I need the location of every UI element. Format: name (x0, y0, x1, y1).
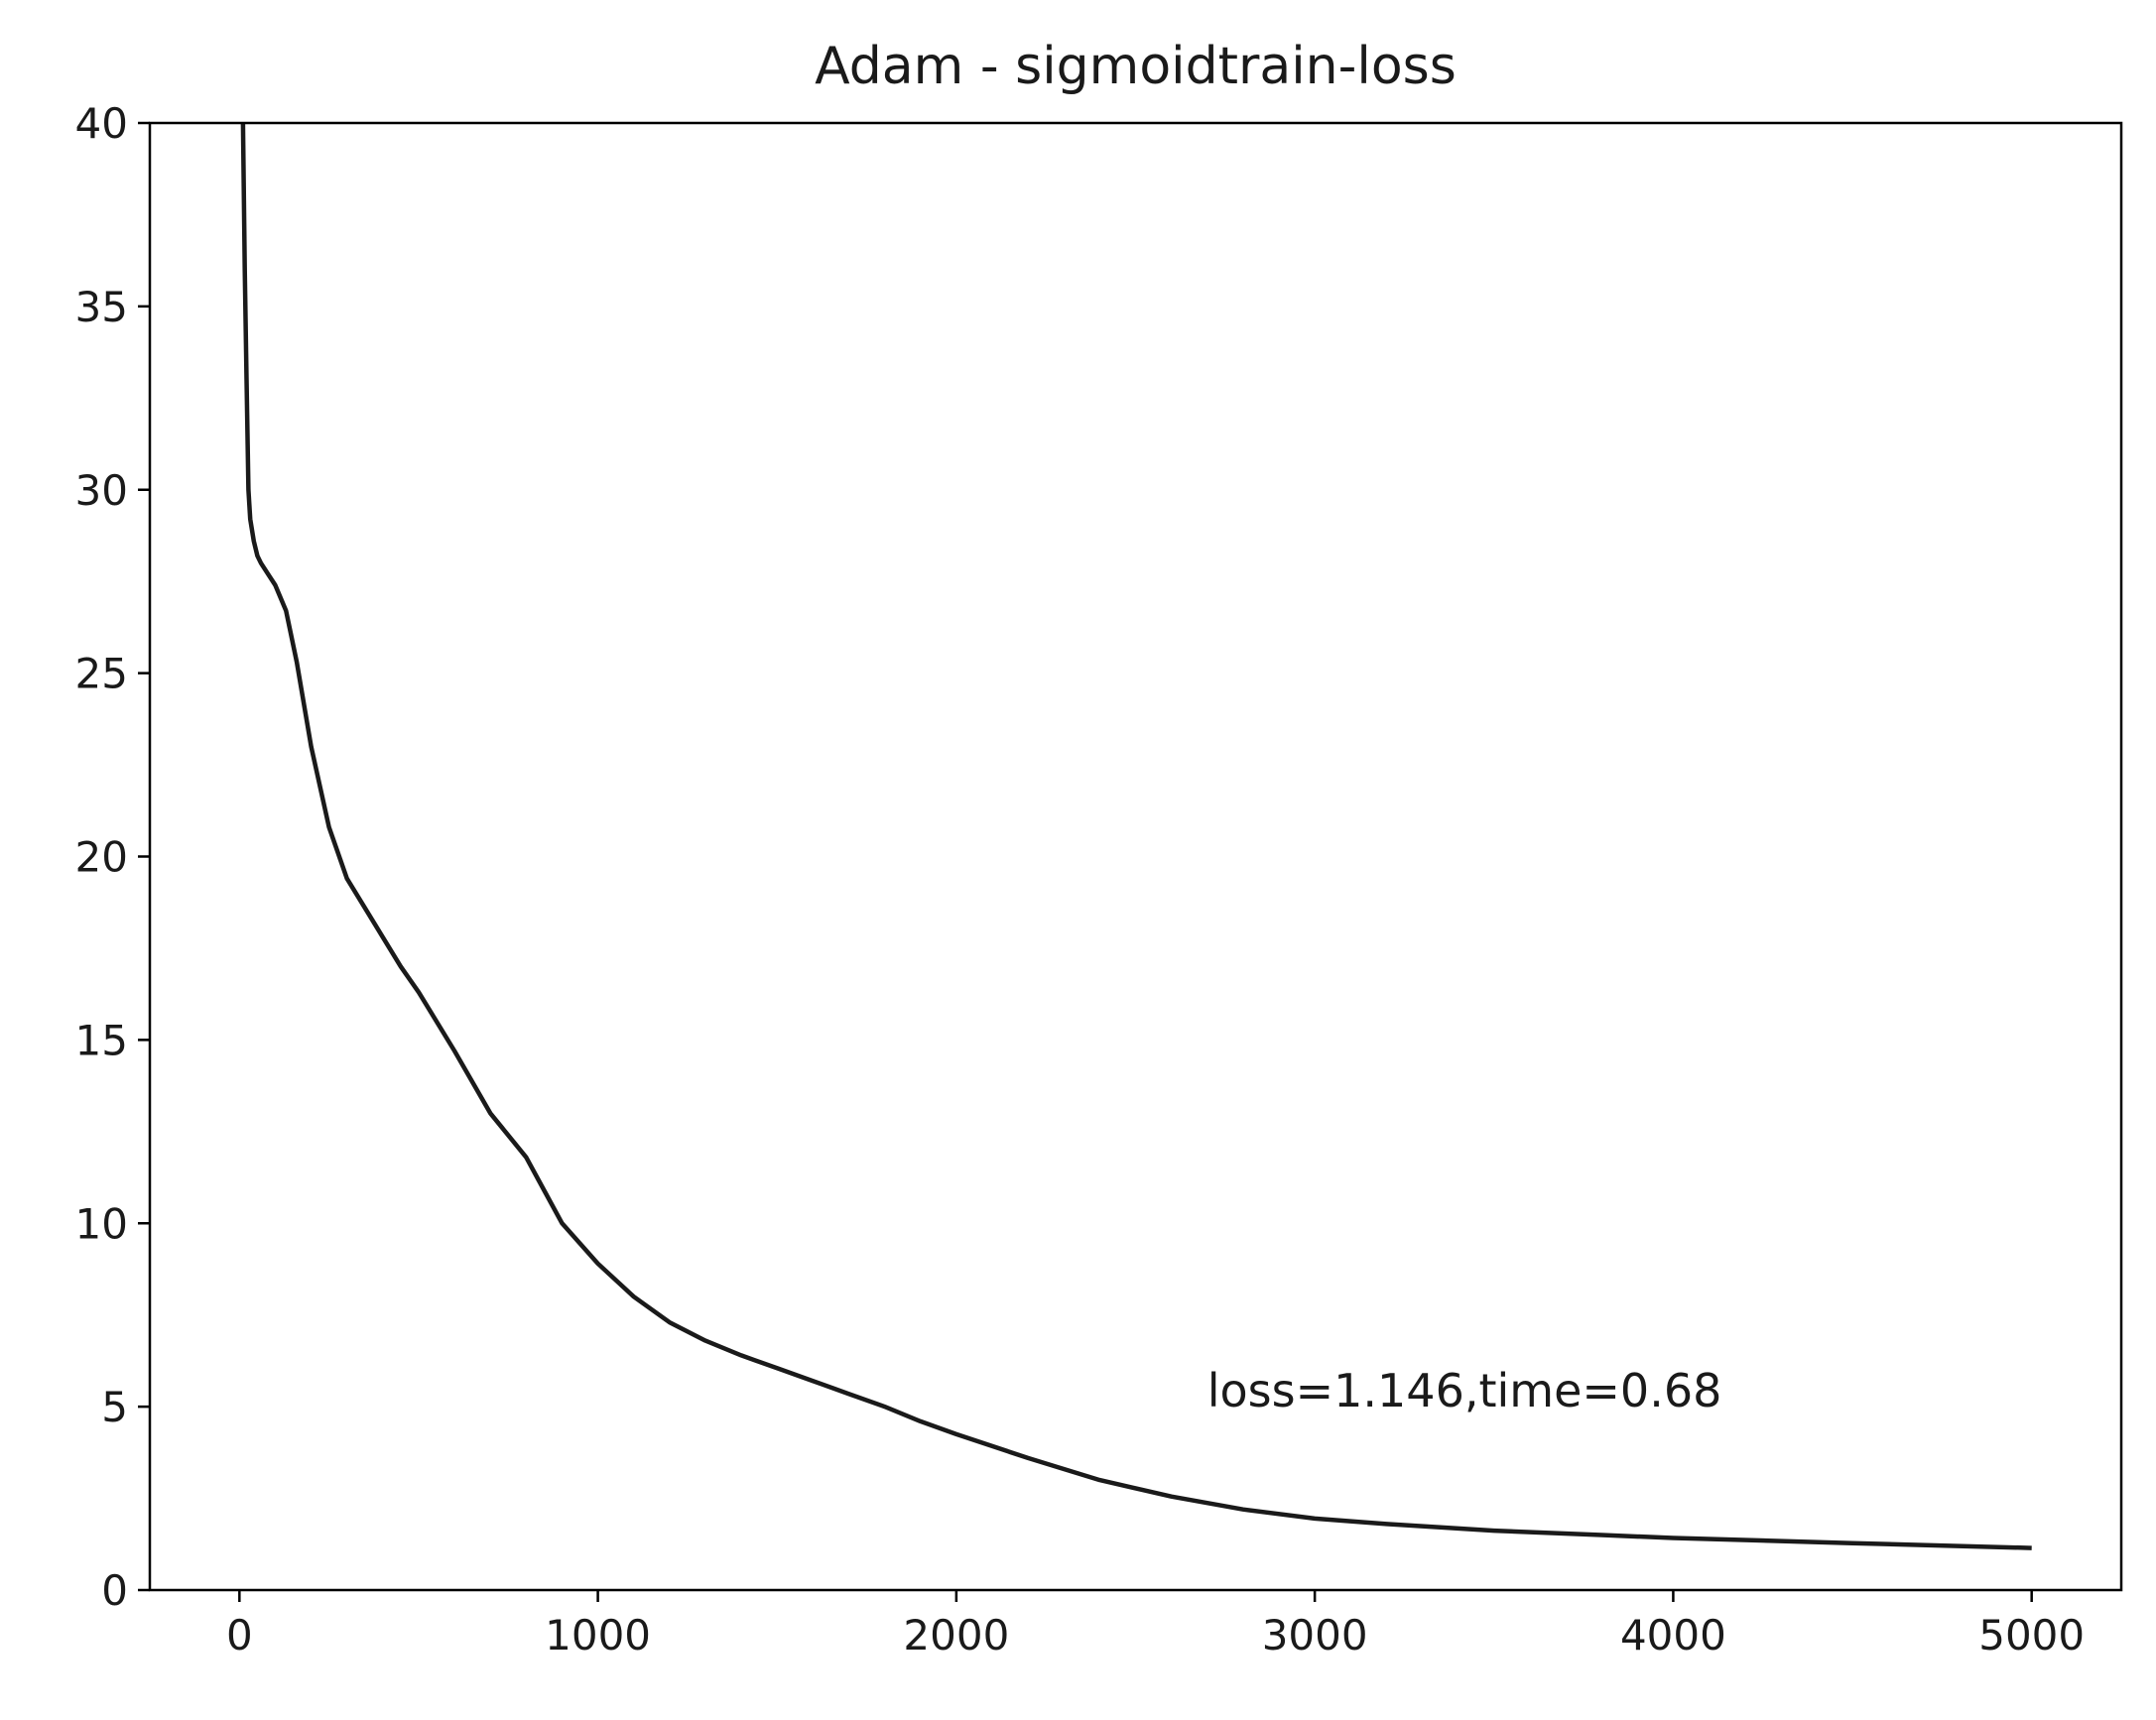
x-tick-label: 4000 (1620, 1611, 1726, 1659)
y-tick-label: 20 (75, 833, 128, 882)
x-tick-label: 0 (226, 1611, 253, 1659)
chart-title: Adam - sigmoidtrain-loss (815, 37, 1457, 96)
loss-time-annotation: loss=1.146,time=0.68 (1207, 1364, 1722, 1417)
y-tick-label: 0 (101, 1566, 128, 1615)
series-line-0 (240, 123, 2032, 1550)
axes: 0 1000 2000 3000 4000 5000 0 5 10 15 20 25 30 35 40 (75, 99, 2123, 1659)
y-tick-label: 15 (75, 1016, 128, 1064)
y-tick-label: 10 (75, 1199, 128, 1248)
x-tick-label: 1000 (545, 1611, 651, 1659)
y-tick-label: 25 (75, 650, 128, 698)
x-tick-label: 2000 (903, 1611, 1009, 1659)
x-tick-label: 3000 (1262, 1611, 1368, 1659)
y-tick-label: 5 (101, 1383, 128, 1431)
y-tick-label: 35 (75, 283, 128, 331)
plot-area (240, 123, 2032, 1550)
x-tick-label: 5000 (1978, 1611, 2085, 1659)
y-tick-label: 40 (75, 99, 128, 148)
y-tick-label: 30 (75, 466, 128, 515)
